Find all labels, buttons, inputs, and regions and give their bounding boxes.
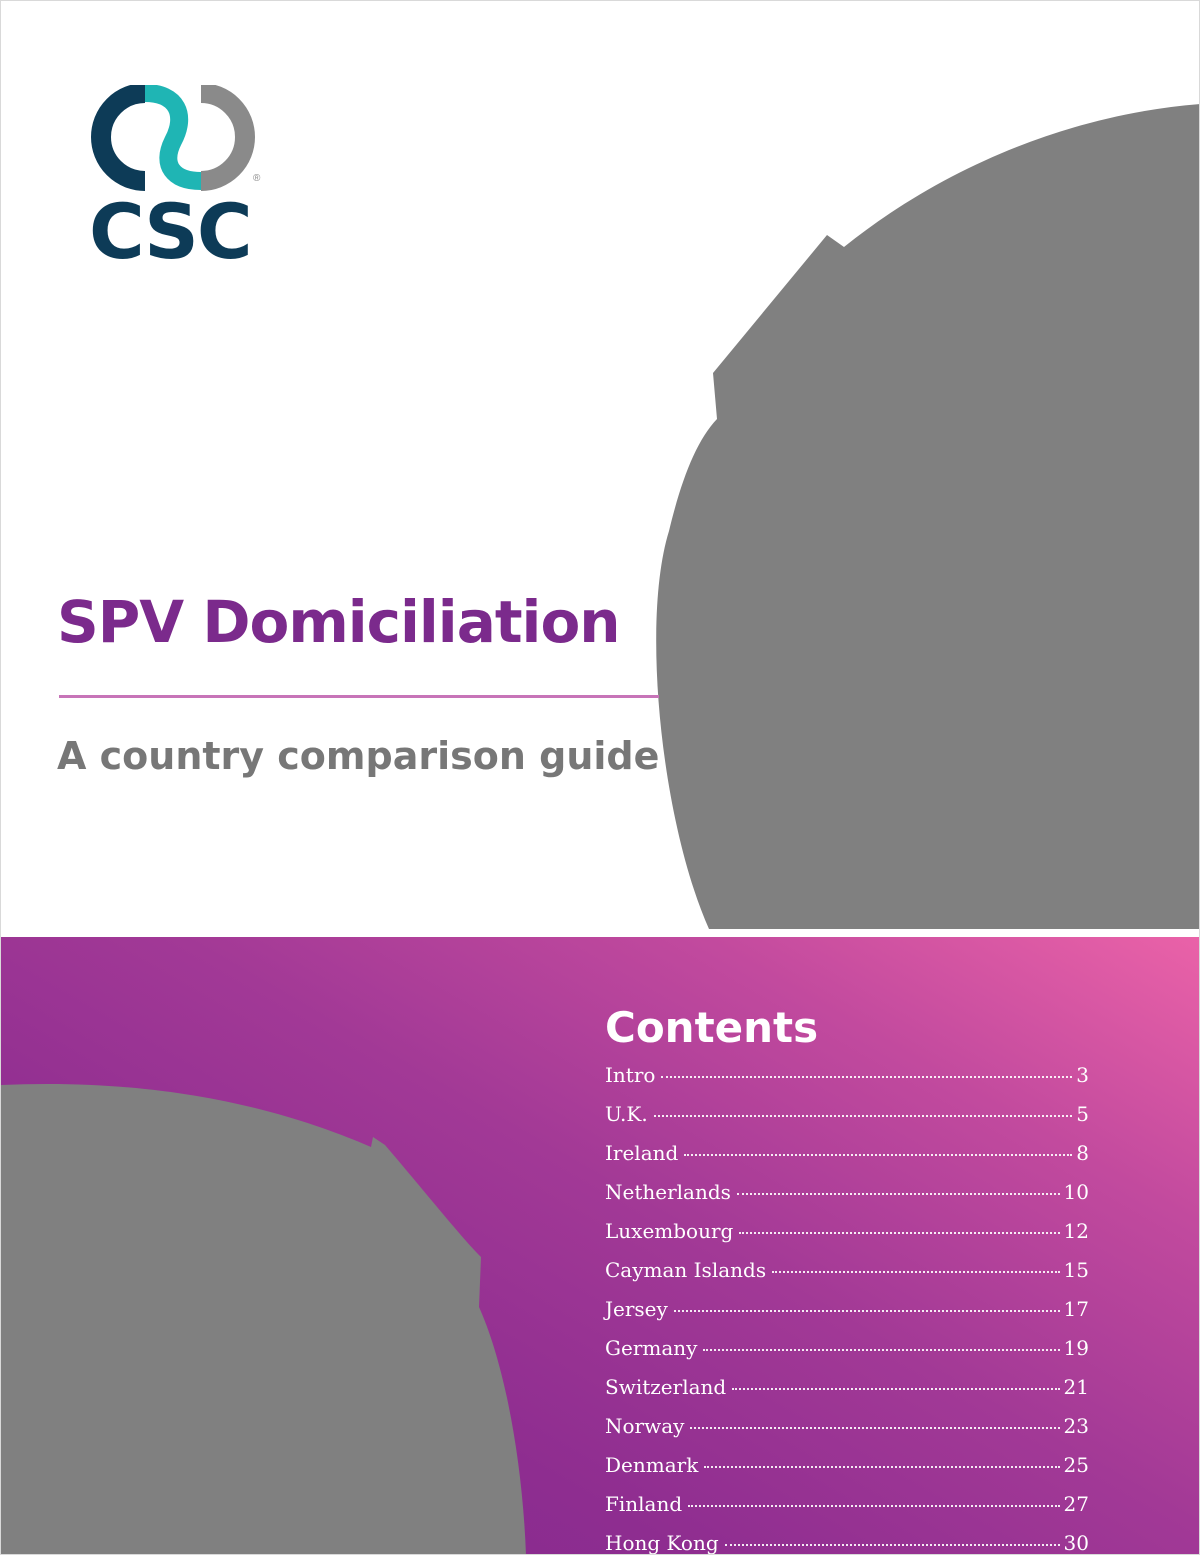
toc-dot-leader xyxy=(690,1427,1060,1429)
page-subtitle: A country comparison guide xyxy=(57,734,660,778)
toc-dot-leader xyxy=(732,1388,1060,1390)
image-placeholder-bottom xyxy=(1,1083,526,1554)
toc-item-page: 3 xyxy=(1076,1063,1089,1087)
toc-item-label: Finland xyxy=(605,1492,683,1516)
toc-dot-leader xyxy=(684,1154,1073,1156)
toc-dot-leader xyxy=(772,1271,1060,1273)
toc-item-page: 8 xyxy=(1076,1141,1089,1165)
toc-item[interactable]: U.K. 5 xyxy=(605,1102,1089,1141)
toc-item-label: Denmark xyxy=(605,1453,699,1477)
toc-item[interactable]: Jersey 17 xyxy=(605,1297,1089,1336)
toc-item-label: Switzerland xyxy=(605,1375,727,1399)
toc-item-page: 19 xyxy=(1063,1336,1089,1360)
toc-item[interactable]: Luxembourg 12 xyxy=(605,1219,1089,1258)
title-divider xyxy=(59,695,659,698)
toc-dot-leader xyxy=(653,1115,1073,1117)
toc-item-label: Ireland xyxy=(605,1141,679,1165)
toc-dot-leader xyxy=(739,1232,1060,1234)
toc-item-page: 25 xyxy=(1063,1453,1089,1477)
toc-item-label: Intro xyxy=(605,1063,656,1087)
toc-item-page: 10 xyxy=(1063,1180,1089,1204)
toc-item-label: Hong Kong xyxy=(605,1531,719,1555)
toc-item[interactable]: Cayman Islands 15 xyxy=(605,1258,1089,1297)
toc-item-page: 27 xyxy=(1063,1492,1089,1516)
csc-logo-icon xyxy=(91,85,255,191)
toc-item-page: 17 xyxy=(1063,1297,1089,1321)
toc-item-label: Luxembourg xyxy=(605,1219,734,1243)
toc-item[interactable]: Norway 23 xyxy=(605,1414,1089,1453)
contents-section: Contents Intro 3 U.K. 5 Ireland 8 Netherlands 1… xyxy=(1,937,1199,1555)
toc-item[interactable]: Finland 27 xyxy=(605,1492,1089,1531)
toc-item-label: Jersey xyxy=(605,1297,668,1321)
toc-item[interactable]: Intro 3 xyxy=(605,1063,1089,1102)
toc-item-page: 21 xyxy=(1063,1375,1089,1399)
cover-top-section: ® CSC SPV Domiciliation A country compar… xyxy=(1,1,1199,929)
table-of-contents: Intro 3 U.K. 5 Ireland 8 Netherlands 10 Luxembou… xyxy=(605,1063,1089,1555)
toc-item-page: 23 xyxy=(1063,1414,1089,1438)
toc-item[interactable]: Germany 19 xyxy=(605,1336,1089,1375)
toc-item-label: U.K. xyxy=(605,1102,648,1126)
toc-item-label: Norway xyxy=(605,1414,685,1438)
toc-dot-leader xyxy=(704,1466,1060,1468)
toc-item-label: Netherlands xyxy=(605,1180,731,1204)
toc-item[interactable]: Netherlands 10 xyxy=(605,1180,1089,1219)
toc-item[interactable]: Denmark 25 xyxy=(605,1453,1089,1492)
registered-mark: ® xyxy=(253,173,261,184)
toc-item-page: 12 xyxy=(1063,1219,1089,1243)
page-title: SPV Domiciliation xyxy=(57,588,621,656)
toc-item-label: Cayman Islands xyxy=(605,1258,767,1282)
toc-item-page: 30 xyxy=(1063,1531,1089,1555)
image-placeholder-top xyxy=(656,104,1199,929)
toc-item[interactable]: Ireland 8 xyxy=(605,1141,1089,1180)
brand-name: CSC xyxy=(89,187,253,276)
toc-item-page: 15 xyxy=(1063,1258,1089,1282)
toc-dot-leader xyxy=(724,1544,1060,1546)
contents-heading: Contents xyxy=(605,1003,819,1052)
toc-dot-leader xyxy=(661,1076,1073,1078)
toc-dot-leader xyxy=(688,1505,1060,1507)
toc-dot-leader xyxy=(673,1310,1060,1312)
toc-item[interactable]: Hong Kong 30 xyxy=(605,1531,1089,1555)
toc-item[interactable]: Switzerland 21 xyxy=(605,1375,1089,1414)
toc-dot-leader xyxy=(703,1349,1060,1351)
toc-item-label: Germany xyxy=(605,1336,698,1360)
toc-item-page: 5 xyxy=(1076,1102,1089,1126)
toc-dot-leader xyxy=(736,1193,1060,1195)
